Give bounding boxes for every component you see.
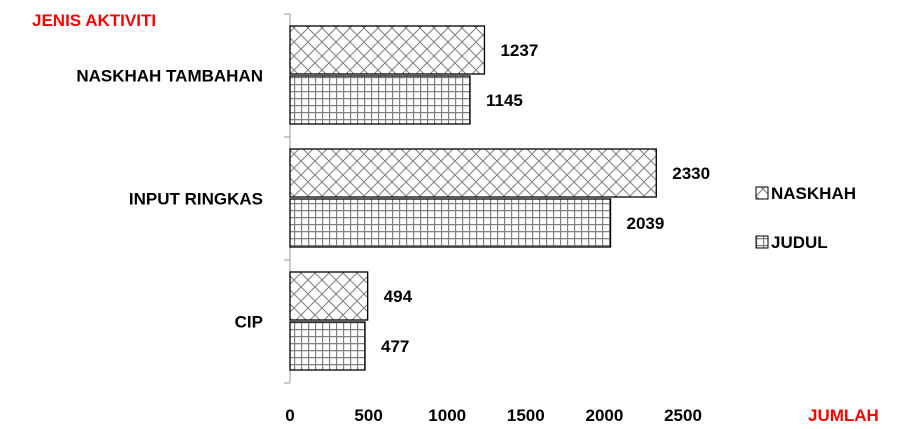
- bar-naskhah: [289, 148, 657, 198]
- bar-judul: [289, 198, 612, 248]
- data-label: 1237: [500, 41, 538, 60]
- legend-swatch: [755, 186, 769, 200]
- bar-judul: [289, 321, 366, 371]
- bar-judul: [289, 75, 471, 125]
- data-label: 477: [381, 337, 409, 356]
- legend-swatch: [755, 235, 769, 249]
- legend-label: JUDUL: [771, 233, 828, 252]
- data-label: 494: [384, 287, 413, 306]
- x-tick-label: 2000: [585, 406, 623, 425]
- category-label: CIP: [235, 313, 263, 332]
- x-tick-label: 0: [285, 406, 294, 425]
- x-tick-label: 1500: [507, 406, 545, 425]
- x-tick-label: 1000: [428, 406, 466, 425]
- data-label: 2330: [672, 164, 710, 183]
- data-label: 2039: [627, 214, 665, 233]
- y-axis-title: JENIS AKTIVITI: [32, 11, 156, 30]
- data-label: 1145: [486, 91, 523, 110]
- legend-item-naskhah: NASKHAH: [755, 184, 856, 203]
- x-tick-label: 2500: [664, 406, 702, 425]
- category-label: NASKHAH TAMBAHAN: [76, 67, 263, 86]
- bar-naskhah: [289, 271, 369, 321]
- category-label: INPUT RINGKAS: [129, 190, 263, 209]
- x-tick-label: 500: [354, 406, 382, 425]
- legend-item-judul: JUDUL: [755, 233, 828, 252]
- legend: NASKHAH JUDUL: [755, 184, 856, 252]
- plot-area: 0 500 1000 1500 2000 2500 NASKHAH TAMBAHAN 1237…: [76, 13, 710, 425]
- legend-label: NASKHAH: [771, 184, 856, 203]
- bar-naskhah: [289, 25, 486, 75]
- x-axis-title: JUMLAH: [808, 406, 879, 425]
